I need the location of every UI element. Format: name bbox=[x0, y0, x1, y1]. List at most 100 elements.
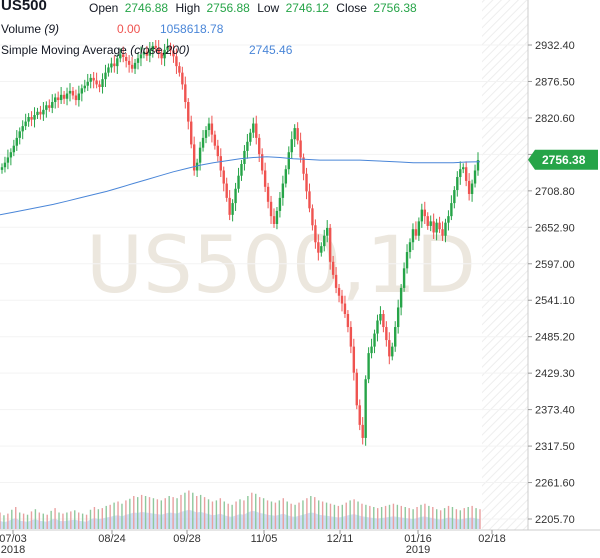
candle-body bbox=[281, 183, 285, 198]
candle-body bbox=[255, 123, 258, 138]
candle-body bbox=[0, 167, 4, 170]
candle-body bbox=[299, 140, 302, 158]
candle-body bbox=[263, 170, 267, 187]
x-tick-label: 08/24 bbox=[98, 533, 126, 545]
candle-body bbox=[399, 287, 403, 308]
symbol-title: US500 bbox=[1, 0, 47, 14]
x-tick-label: 11/05 bbox=[251, 533, 278, 545]
candle-body bbox=[198, 147, 202, 163]
candle-body bbox=[151, 45, 154, 50]
sma-value: 2745.46 bbox=[249, 43, 293, 57]
candle-body bbox=[334, 274, 338, 288]
candle-body bbox=[305, 173, 308, 192]
candle-body bbox=[39, 111, 42, 115]
candle-body bbox=[124, 57, 128, 61]
candle-body bbox=[367, 353, 370, 380]
candle-body bbox=[30, 117, 33, 120]
candle-body bbox=[36, 111, 39, 116]
candle-body bbox=[184, 84, 187, 103]
candle-body bbox=[293, 128, 296, 140]
candle-body bbox=[181, 72, 184, 85]
y-tick-label: 2373.40 bbox=[535, 405, 575, 417]
candle-body bbox=[290, 139, 293, 153]
sma-label: Simple Moving Average bbox=[1, 43, 127, 57]
candle-body bbox=[110, 63, 113, 68]
candle-body bbox=[464, 167, 468, 181]
candle-body bbox=[358, 405, 361, 425]
y-tick-label: 2708.80 bbox=[535, 186, 575, 198]
candle-body bbox=[323, 235, 326, 247]
candle-body bbox=[80, 88, 84, 94]
high-label: High bbox=[175, 1, 201, 15]
candle-body bbox=[391, 346, 394, 357]
candle-body bbox=[107, 67, 110, 73]
candle-body bbox=[408, 242, 412, 253]
candle-body bbox=[225, 183, 228, 198]
candle-body bbox=[133, 62, 137, 69]
y-tick-label: 2932.40 bbox=[535, 40, 575, 52]
candle-body bbox=[240, 163, 243, 176]
candle-body bbox=[192, 144, 196, 171]
candle-body bbox=[65, 93, 69, 99]
candle-body bbox=[51, 102, 54, 108]
candle-body bbox=[311, 208, 314, 226]
candle-body bbox=[139, 54, 143, 59]
candle-body bbox=[470, 183, 474, 194]
candle-body bbox=[27, 117, 30, 122]
candle-body bbox=[104, 72, 107, 80]
candle-body bbox=[249, 132, 252, 142]
y-tick-label: 2317.50 bbox=[535, 441, 575, 453]
candle-body bbox=[48, 105, 51, 108]
x-tick-label: 07/03 bbox=[0, 533, 27, 545]
candle-body bbox=[234, 188, 237, 204]
candle-body bbox=[258, 137, 261, 155]
candle-body bbox=[417, 221, 421, 236]
candle-body bbox=[74, 95, 78, 101]
volume-bars bbox=[0, 490, 481, 529]
watermark: US500,1D bbox=[86, 221, 476, 311]
candle-body bbox=[426, 216, 429, 226]
candle-body bbox=[320, 246, 323, 253]
candle-body bbox=[340, 295, 344, 304]
candle-body bbox=[420, 209, 424, 222]
candle-body bbox=[3, 162, 7, 168]
candle-body bbox=[190, 121, 193, 145]
y-tick-label: 2429.30 bbox=[535, 368, 575, 380]
candle-body bbox=[432, 221, 435, 233]
y-tick-label: 2205.70 bbox=[535, 514, 575, 526]
candle-body bbox=[252, 123, 255, 133]
volume-param: (9) bbox=[44, 22, 60, 36]
candle-body bbox=[402, 268, 406, 288]
candle-body bbox=[388, 340, 391, 357]
candle-body bbox=[429, 221, 432, 226]
candle-body bbox=[210, 123, 214, 135]
candle-body bbox=[122, 54, 125, 58]
candle-body bbox=[326, 227, 329, 236]
sma-line bbox=[0, 156, 481, 216]
candle-body bbox=[175, 56, 178, 67]
open-label: Open bbox=[89, 1, 119, 15]
y-tick-label: 2597.00 bbox=[535, 259, 575, 271]
candle-body bbox=[119, 54, 122, 59]
candle-body bbox=[456, 177, 459, 191]
candle-body bbox=[414, 229, 418, 236]
last-price-badge: 2756.38 bbox=[528, 149, 598, 170]
open-value: 2746.88 bbox=[124, 1, 169, 15]
sma-param: (close,200) bbox=[130, 43, 190, 57]
candle-body bbox=[405, 252, 409, 269]
close-value: 2756.38 bbox=[373, 1, 417, 15]
candle-body bbox=[56, 97, 60, 101]
candle-body bbox=[172, 50, 175, 57]
candle-body bbox=[113, 63, 116, 67]
candle-body bbox=[462, 167, 465, 170]
candle-body bbox=[287, 152, 290, 170]
y-tick-label: 2541.10 bbox=[535, 295, 575, 307]
candle-body bbox=[136, 58, 140, 63]
candle-body bbox=[219, 156, 222, 171]
candle-body bbox=[42, 109, 45, 115]
candle-body bbox=[169, 46, 172, 51]
candle-body bbox=[467, 180, 471, 194]
candle-body bbox=[127, 60, 131, 65]
candle-body bbox=[476, 160, 480, 171]
